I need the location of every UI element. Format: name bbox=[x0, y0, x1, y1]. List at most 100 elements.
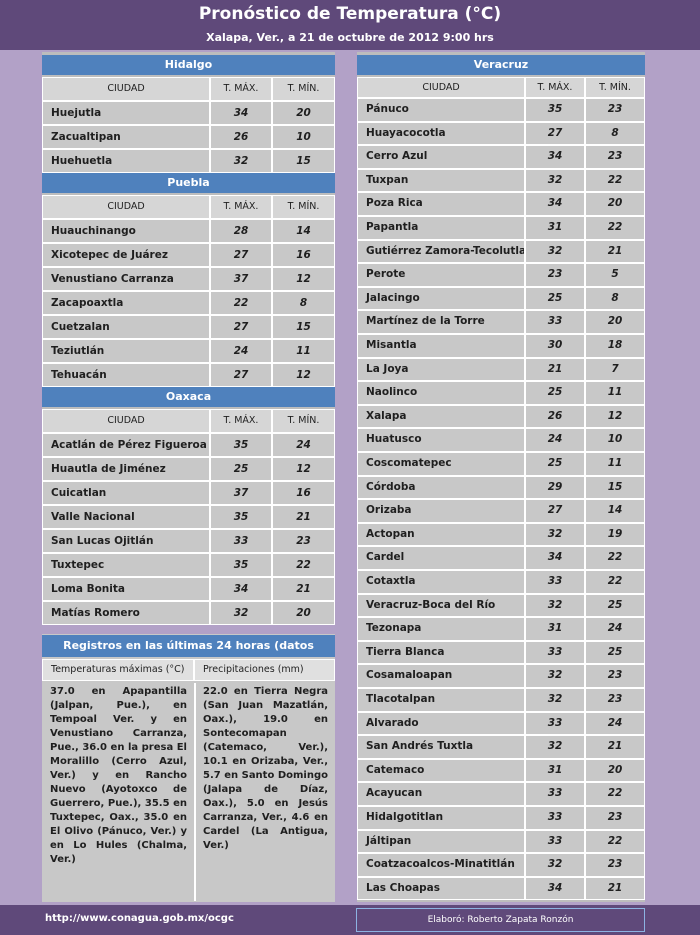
city: Veracruz-Boca del Río bbox=[357, 593, 525, 618]
footer-credit: Elaboró: Roberto Zapata Ronzón bbox=[356, 908, 645, 932]
city: Teziutlán bbox=[42, 339, 210, 363]
temperature: 33 bbox=[210, 529, 272, 553]
column-header: T. MÍN. bbox=[272, 409, 335, 433]
section-title: Puebla bbox=[42, 173, 335, 193]
temperature: 16 bbox=[272, 481, 335, 505]
temperature: 14 bbox=[272, 219, 335, 243]
section-title: Veracruz bbox=[357, 55, 645, 75]
temperature: 35 bbox=[210, 433, 272, 457]
temperature: 22 bbox=[585, 168, 645, 193]
temperature: 35 bbox=[210, 553, 272, 577]
city: Papantla bbox=[357, 216, 525, 240]
temperature: 32 bbox=[525, 593, 585, 618]
city: Tezonapa bbox=[357, 617, 525, 641]
temperature: 32 bbox=[525, 853, 585, 877]
city: Hidalgotitlan bbox=[357, 806, 525, 830]
temperature: 11 bbox=[272, 339, 335, 363]
temperature: 24 bbox=[210, 339, 272, 363]
section-title: Hidalgo bbox=[42, 55, 335, 75]
temperature: 27 bbox=[210, 315, 272, 339]
temperature: 23 bbox=[585, 98, 645, 122]
temperature: 22 bbox=[585, 829, 645, 854]
temperature: 37 bbox=[210, 267, 272, 291]
temperature: 34 bbox=[525, 192, 585, 216]
temperature: 22 bbox=[585, 782, 645, 806]
city: Poza Rica bbox=[357, 192, 525, 216]
temperature: 8 bbox=[272, 291, 335, 315]
city: Xicotepec de Juárez bbox=[42, 243, 210, 267]
temperature: 21 bbox=[272, 577, 335, 601]
temperature: 25 bbox=[585, 593, 645, 618]
temperature: 20 bbox=[272, 601, 335, 625]
column-header: CIUDAD bbox=[357, 77, 525, 98]
temperature: 22 bbox=[272, 553, 335, 577]
temperature: 33 bbox=[525, 570, 585, 594]
temperature: 33 bbox=[525, 782, 585, 806]
city: Catemaco bbox=[357, 758, 525, 783]
city: Acatlán de Pérez Figueroa bbox=[42, 433, 210, 457]
city: Tlacotalpan bbox=[357, 688, 525, 712]
temperature: 14 bbox=[585, 499, 645, 523]
temperature: 33 bbox=[525, 640, 585, 665]
temperature: 28 bbox=[210, 219, 272, 243]
temperature: 25 bbox=[585, 640, 645, 665]
column-header: CIUDAD bbox=[42, 195, 210, 219]
temperature: 11 bbox=[585, 381, 645, 405]
column-header: T. MÍN. bbox=[585, 77, 645, 98]
temperature: 8 bbox=[585, 286, 645, 311]
temperature: 20 bbox=[272, 101, 335, 125]
temperature: 23 bbox=[585, 853, 645, 877]
column-header: T. MÍN. bbox=[272, 195, 335, 219]
city: Misantla bbox=[357, 334, 525, 358]
city: San Andrés Tuxtla bbox=[357, 735, 525, 759]
city: Córdoba bbox=[357, 475, 525, 500]
temperature: 20 bbox=[585, 758, 645, 783]
city: Zacapoaxtla bbox=[42, 291, 210, 315]
footer-url: http://www.conagua.gob.mx/ocgc bbox=[45, 913, 234, 924]
footer-band bbox=[0, 905, 700, 935]
temperature: 7 bbox=[585, 357, 645, 382]
temperature: 32 bbox=[525, 522, 585, 547]
temperature: 23 bbox=[525, 263, 585, 287]
temperature: 32 bbox=[525, 735, 585, 759]
temperature: 22 bbox=[585, 546, 645, 570]
temperature: 5 bbox=[585, 263, 645, 287]
temperature: 15 bbox=[272, 315, 335, 339]
temperature: 34 bbox=[525, 546, 585, 570]
temperature: 25 bbox=[525, 286, 585, 311]
temperature: 10 bbox=[585, 428, 645, 452]
observed-title: Registros en las últimas 24 horas (datos… bbox=[42, 635, 335, 674]
city: Venustiano Carranza bbox=[42, 267, 210, 291]
city: Gutiérrez Zamora-Tecolutla bbox=[357, 239, 525, 264]
temperature: 32 bbox=[525, 239, 585, 264]
city: Actopan bbox=[357, 522, 525, 547]
city: Huautla de Jiménez bbox=[42, 457, 210, 481]
temperature: 27 bbox=[210, 363, 272, 387]
city: Pánuco bbox=[357, 98, 525, 122]
temperature: 12 bbox=[272, 267, 335, 291]
city: Tuxtepec bbox=[42, 553, 210, 577]
city: San Lucas Ojitlán bbox=[42, 529, 210, 553]
temperature: 16 bbox=[272, 243, 335, 267]
temperature: 8 bbox=[585, 121, 645, 146]
city: Zacualtipan bbox=[42, 125, 210, 149]
city: La Joya bbox=[357, 357, 525, 382]
city: Huehuetla bbox=[42, 149, 210, 173]
temperature: 22 bbox=[210, 291, 272, 315]
city: Cosamaloapan bbox=[357, 664, 525, 688]
city: Cuetzalan bbox=[42, 315, 210, 339]
column-header: T. MÁX. bbox=[525, 77, 585, 98]
temperature: 35 bbox=[525, 98, 585, 122]
temperature: 34 bbox=[210, 101, 272, 125]
city: Xalapa bbox=[357, 404, 525, 429]
column-header: Precipitaciones (mm) bbox=[194, 659, 335, 681]
city: Martínez de la Torre bbox=[357, 310, 525, 334]
city: Cerro Azul bbox=[357, 145, 525, 169]
city: Huayacocotla bbox=[357, 121, 525, 146]
column-header: T. MÁX. bbox=[210, 77, 272, 101]
temperature: 18 bbox=[585, 334, 645, 358]
column-header: T. MÁX. bbox=[210, 409, 272, 433]
observed-text: 37.0 en Apapantilla (Jalpan, Pue.), en T… bbox=[50, 686, 187, 865]
city: Jáltipan bbox=[357, 829, 525, 854]
